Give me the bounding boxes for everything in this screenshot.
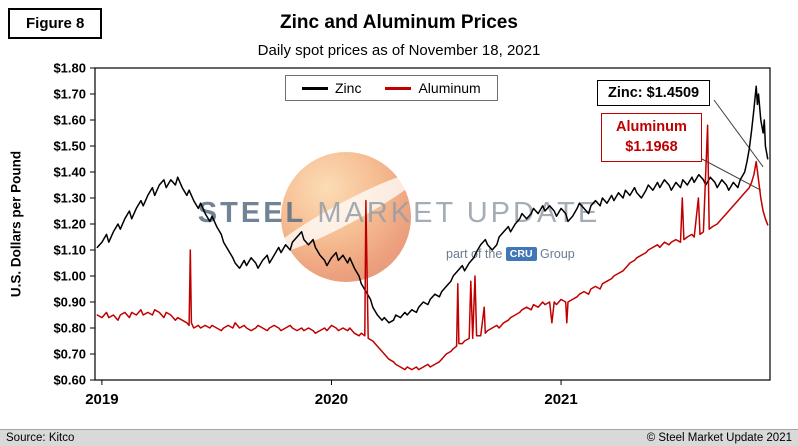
aluminum-callout: Aluminum $1.1968 [601,113,702,163]
legend-label-aluminum: Aluminum [418,80,481,96]
aluminum-callout-value: $1.1968 [625,138,678,155]
svg-text:$0.80: $0.80 [53,321,86,336]
svg-text:$1.60: $1.60 [53,113,86,128]
svg-text:$0.90: $0.90 [53,295,86,310]
chart-title: Zinc and Aluminum Prices [280,12,518,33]
source-text: Source: Kitco [6,432,75,444]
legend-item-zinc: Zinc [302,80,361,96]
svg-text:$0.70: $0.70 [53,347,86,362]
svg-text:$1.40: $1.40 [53,165,86,180]
legend: Zinc Aluminum [285,75,498,101]
svg-text:$1.20: $1.20 [53,217,86,232]
chart-subtitle: Daily spot prices as of November 18, 202… [257,42,541,59]
zinc-line-swatch [302,86,328,90]
footer-bar: Source: Kitco © Steel Market Update 2021 [0,429,798,446]
svg-text:$1.80: $1.80 [53,61,86,76]
legend-item-aluminum: Aluminum [385,80,481,96]
svg-text:2020: 2020 [315,391,348,408]
svg-text:$1.50: $1.50 [53,139,86,154]
svg-text:2021: 2021 [544,391,577,408]
svg-text:2019: 2019 [85,391,118,408]
aluminum-callout-name: Aluminum [616,119,687,135]
svg-text:$1.70: $1.70 [53,87,86,102]
svg-text:$1.00: $1.00 [53,269,86,284]
svg-text:$1.10: $1.10 [53,243,86,258]
aluminum-line-swatch [385,86,412,90]
figure-label: Figure 8 [8,8,103,39]
copyright-text: © Steel Market Update 2021 [646,432,792,444]
svg-text:$1.30: $1.30 [53,191,86,206]
svg-text:$0.60: $0.60 [53,373,86,388]
zinc-callout: Zinc: $1.4509 [597,80,711,106]
legend-label-zinc: Zinc [335,80,362,96]
